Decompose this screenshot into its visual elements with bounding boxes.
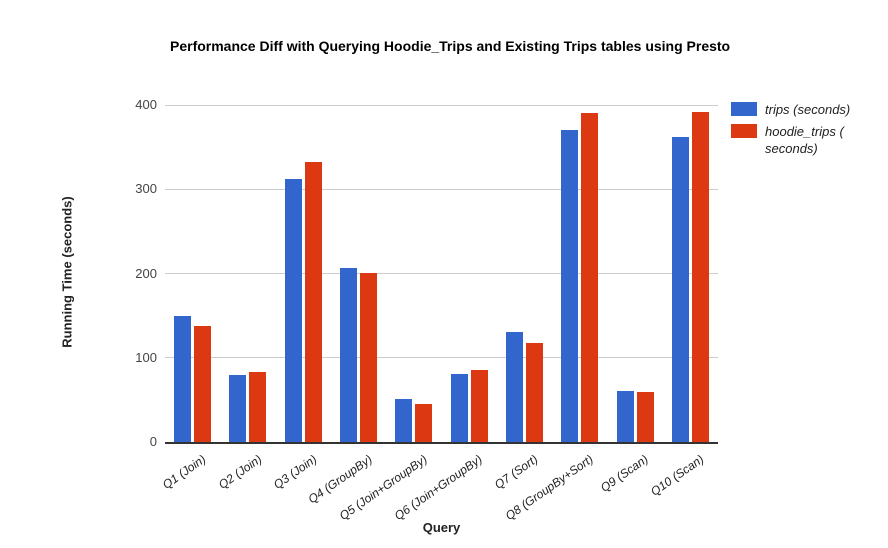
- bar-group-q3: [276, 105, 331, 442]
- bar-group-q5: [386, 105, 441, 442]
- y-tick-label-300: 300: [135, 181, 157, 197]
- x-axis-title: Query: [422, 520, 461, 535]
- bar-q2-hoodie-trips[interactable]: [249, 372, 267, 442]
- bar-group-q6: [442, 105, 497, 442]
- bar-q9-trips[interactable]: [616, 390, 634, 442]
- y-tick-label-0: 0: [149, 434, 157, 449]
- gridline-300: [165, 188, 718, 190]
- y-tick-label-400: 400: [135, 97, 157, 112]
- gridline-200: [165, 273, 718, 274]
- bar-q7-trips[interactable]: [505, 331, 523, 442]
- bar-q1-hoodie-trips[interactable]: [194, 325, 212, 442]
- bar-q4-trips[interactable]: [340, 267, 358, 442]
- bar-group-q8: [552, 105, 607, 442]
- bar-q8-hoodie-trips[interactable]: [581, 113, 599, 442]
- bar-group-q2: [220, 105, 275, 442]
- legend-swatch-icon: [731, 124, 757, 138]
- x-tick-label-q7: Q7 (Sort): [492, 452, 541, 492]
- bar-q8-trips[interactable]: [561, 130, 579, 442]
- bar-group-q10: [663, 105, 718, 442]
- y-axis-title: Running Time (seconds): [59, 196, 75, 348]
- x-tick-label-q2: Q2 (Join): [215, 452, 264, 492]
- gridline-400: [165, 104, 718, 106]
- bar-group-q9: [607, 105, 662, 442]
- x-tick-label-q9: Q9 (Scan): [598, 452, 652, 495]
- bar-q10-trips[interactable]: [671, 137, 689, 442]
- bar-q5-hoodie-trips[interactable]: [415, 404, 433, 442]
- legend: trips (seconds) hoodie_trips ( seconds): [731, 101, 883, 162]
- bar-q6-trips[interactable]: [450, 373, 468, 442]
- plot-area: [165, 104, 718, 444]
- y-tick-label-100: 100: [135, 349, 157, 365]
- bar-q4-hoodie-trips[interactable]: [360, 272, 378, 442]
- bar-q2-trips[interactable]: [229, 374, 247, 442]
- bar-q3-hoodie-trips[interactable]: [304, 162, 322, 442]
- x-tick-label-q1: Q1 (Join): [160, 452, 209, 492]
- y-tick-label-200: 200: [135, 265, 157, 281]
- bar-q3-trips[interactable]: [284, 179, 302, 442]
- legend-item-trips: trips (seconds): [731, 101, 883, 118]
- bar-q9-hoodie-trips[interactable]: [636, 392, 654, 442]
- legend-item-hoodie-trips: hoodie_trips ( seconds): [731, 123, 883, 157]
- bar-q1-trips[interactable]: [174, 315, 192, 442]
- gridline-100: [165, 357, 718, 359]
- bar-q7-hoodie-trips[interactable]: [525, 343, 543, 442]
- bar-group-q1: [165, 105, 220, 442]
- bar-group-q7: [497, 105, 552, 442]
- bar-group-q4: [331, 105, 386, 442]
- bar-q6-hoodie-trips[interactable]: [470, 370, 488, 442]
- bar-q10-hoodie-trips[interactable]: [691, 111, 709, 442]
- legend-label: trips (seconds): [765, 102, 851, 117]
- x-tick-label-q10: Q10 (Scan): [648, 452, 707, 499]
- bar-q5-trips[interactable]: [395, 399, 413, 442]
- x-tick-label-q3: Q3 (Join): [270, 452, 320, 492]
- chart-title: Performance Diff with Querying Hoodie_Tr…: [170, 38, 731, 54]
- legend-label: hoodie_trips ( seconds): [765, 124, 844, 156]
- legend-swatch-icon: [731, 102, 757, 116]
